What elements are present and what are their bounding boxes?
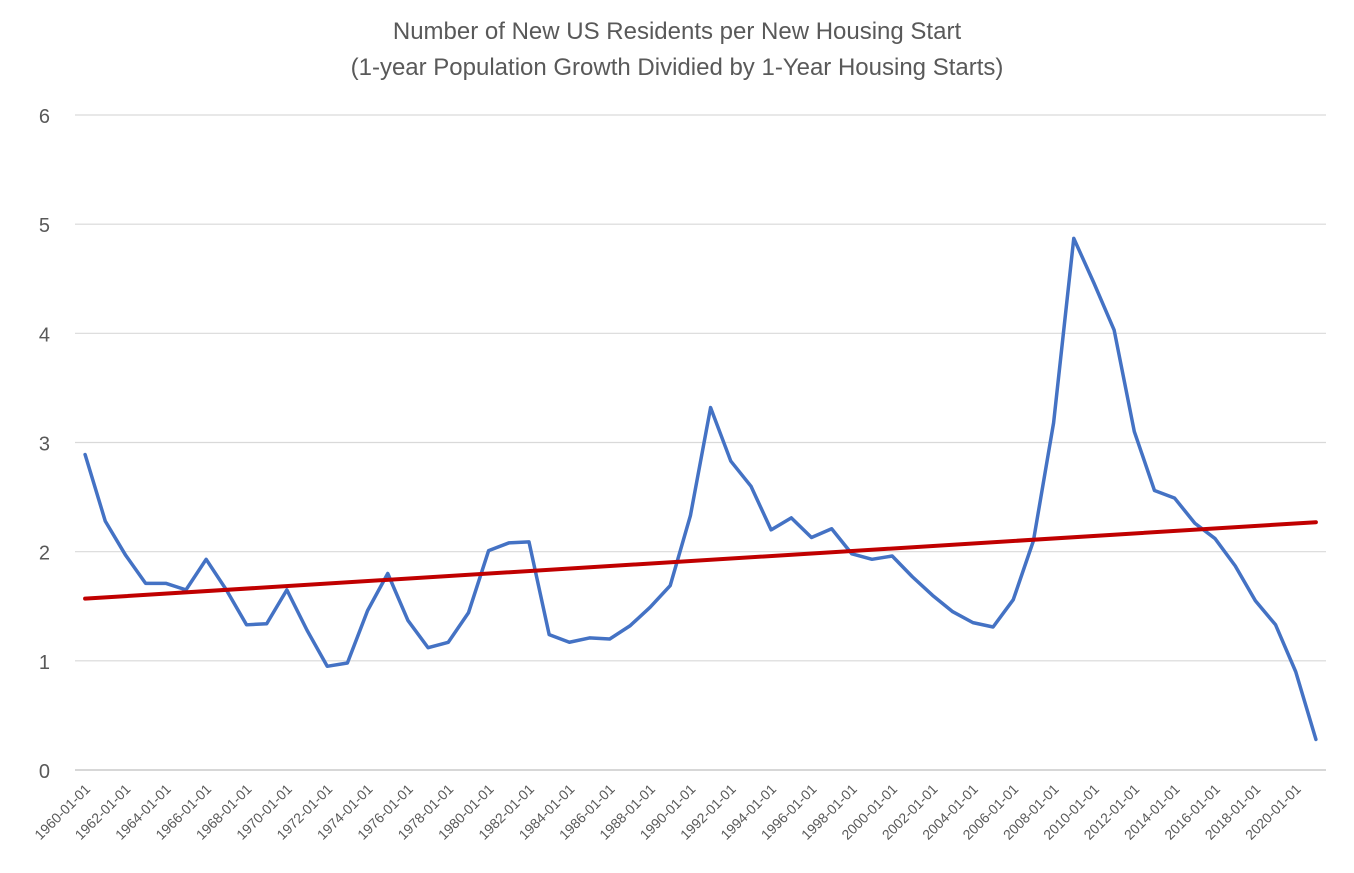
chart-title: Number of New US Residents per New Housi… <box>392 18 962 45</box>
series-line <box>83 236 1318 742</box>
y-axis-tick-labels: 0 1 2 3 4 5 6 <box>39 106 50 783</box>
trendline <box>83 520 1318 601</box>
gridlines <box>75 114 1326 771</box>
y-tick-label: 1 <box>39 652 50 674</box>
x-axis-tick-labels: 1960-01-011962-01-011964-01-011966-01-01… <box>31 781 1304 843</box>
y-tick-label: 5 <box>39 215 50 237</box>
y-tick-label: 3 <box>39 434 50 456</box>
y-tick-label: 0 <box>39 761 50 783</box>
y-tick-label: 2 <box>39 543 50 565</box>
y-tick-label: 6 <box>39 106 50 128</box>
series-layer <box>83 236 1318 742</box>
chart-subtitle: (1-year Population Growth Dividied by 1-… <box>350 54 1004 81</box>
y-tick-label: 4 <box>39 324 50 346</box>
